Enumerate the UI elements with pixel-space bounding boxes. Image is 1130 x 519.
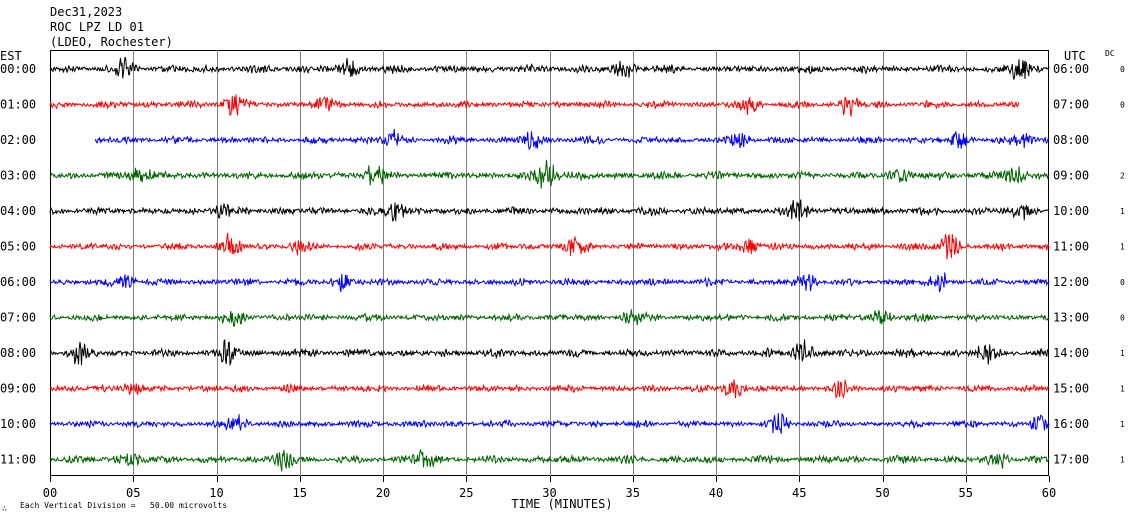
trace-1000	[49, 413, 1050, 434]
row-label-utc: 07:00	[1053, 98, 1089, 112]
trace-1100	[49, 449, 1050, 472]
row-label-utc: 11:00	[1053, 240, 1089, 254]
x-tick-label: 40	[709, 486, 723, 500]
row-label-utc: 06:00	[1053, 62, 1089, 76]
x-axis-title: TIME (MINUTES)	[511, 497, 612, 511]
row-label-dc: 1	[1120, 385, 1125, 394]
x-tick-label: 25	[459, 486, 473, 500]
x-tick-label: 10	[209, 486, 223, 500]
row-label-dc: 0	[1120, 65, 1125, 74]
x-tick-label: 60	[1042, 486, 1056, 500]
row-label-dc: 1	[1120, 349, 1125, 358]
row-label-utc: 17:00	[1053, 453, 1089, 467]
row-labels: 00:00 06:00 0 01:00 07:00 0 02:00 08:00 03:00 09:…	[0, 62, 1125, 467]
row-label-est: 10:00	[0, 417, 36, 431]
row-label-est: 08:00	[0, 346, 36, 360]
x-tick-label: 30	[542, 486, 556, 500]
network-label: (LDEO, Rochester)	[50, 35, 173, 49]
trace-0500	[49, 232, 1050, 260]
date-label: Dec31,2023	[50, 5, 122, 19]
trace-0600	[49, 272, 1050, 293]
x-tick-label: 15	[293, 486, 307, 500]
row-label-est: 06:00	[0, 275, 36, 289]
row-label-utc: 10:00	[1053, 204, 1089, 218]
row-label-utc: 15:00	[1053, 382, 1089, 396]
row-label-dc: 1	[1120, 243, 1125, 252]
row-label-dc: 2	[1120, 172, 1125, 181]
station-label: ROC LPZ LD 01	[50, 20, 144, 34]
x-tick-label: 50	[875, 486, 889, 500]
row-label-est: 09:00	[0, 382, 36, 396]
row-label-est: 11:00	[0, 453, 36, 467]
row-label-est: 03:00	[0, 169, 36, 183]
trace-0800	[49, 338, 1050, 367]
x-tick-label: 55	[959, 486, 973, 500]
dc-column-label: DC	[1105, 49, 1115, 58]
row-label-est: 04:00	[0, 204, 36, 218]
row-label-est: 01:00	[0, 98, 36, 112]
vertical-grid	[133, 50, 967, 476]
row-label-est: 00:00	[0, 62, 36, 76]
x-tick-label: 05	[126, 486, 140, 500]
row-label-utc: 12:00	[1053, 275, 1089, 289]
x-axis-ticks: 00 05 10 15 20 25 30 35 40 45 50 55 60	[43, 476, 1056, 500]
row-label-dc: 0	[1120, 314, 1125, 323]
row-label-dc: 0	[1120, 101, 1125, 110]
trace-rows	[49, 56, 1050, 472]
scale-note: Each Vertical Division = 50.00 microvolt…	[20, 501, 227, 510]
row-label-utc: 09:00	[1053, 169, 1089, 183]
right-timezone-label: UTC	[1064, 49, 1086, 63]
trace-0300	[49, 159, 1050, 189]
row-label-est: 02:00	[0, 133, 36, 147]
row-label-dc: 1	[1120, 420, 1125, 429]
x-tick-label: 00	[43, 486, 57, 500]
x-tick-label: 20	[376, 486, 390, 500]
row-label-dc: 1	[1120, 207, 1125, 216]
row-label-utc: 16:00	[1053, 417, 1089, 431]
row-label-dc: 1	[1120, 456, 1125, 465]
trace-0400	[49, 199, 1050, 222]
x-tick-label: 35	[626, 486, 640, 500]
corner-mark: ∴	[2, 504, 7, 513]
row-label-utc: 08:00	[1053, 133, 1089, 147]
row-label-est: 05:00	[0, 240, 36, 254]
row-label-est: 07:00	[0, 311, 36, 325]
left-timezone-label: EST	[0, 49, 22, 63]
trace-0200	[94, 128, 1050, 151]
trace-0900	[49, 379, 1050, 400]
trace-0000	[49, 56, 1050, 80]
row-label-utc: 13:00	[1053, 311, 1089, 325]
x-tick-label: 45	[792, 486, 806, 500]
trace-0100	[49, 94, 1020, 117]
row-label-utc: 14:00	[1053, 346, 1089, 360]
plot-frame	[50, 50, 1049, 476]
row-label-dc: 0	[1120, 278, 1125, 287]
trace-0700	[49, 309, 1050, 327]
